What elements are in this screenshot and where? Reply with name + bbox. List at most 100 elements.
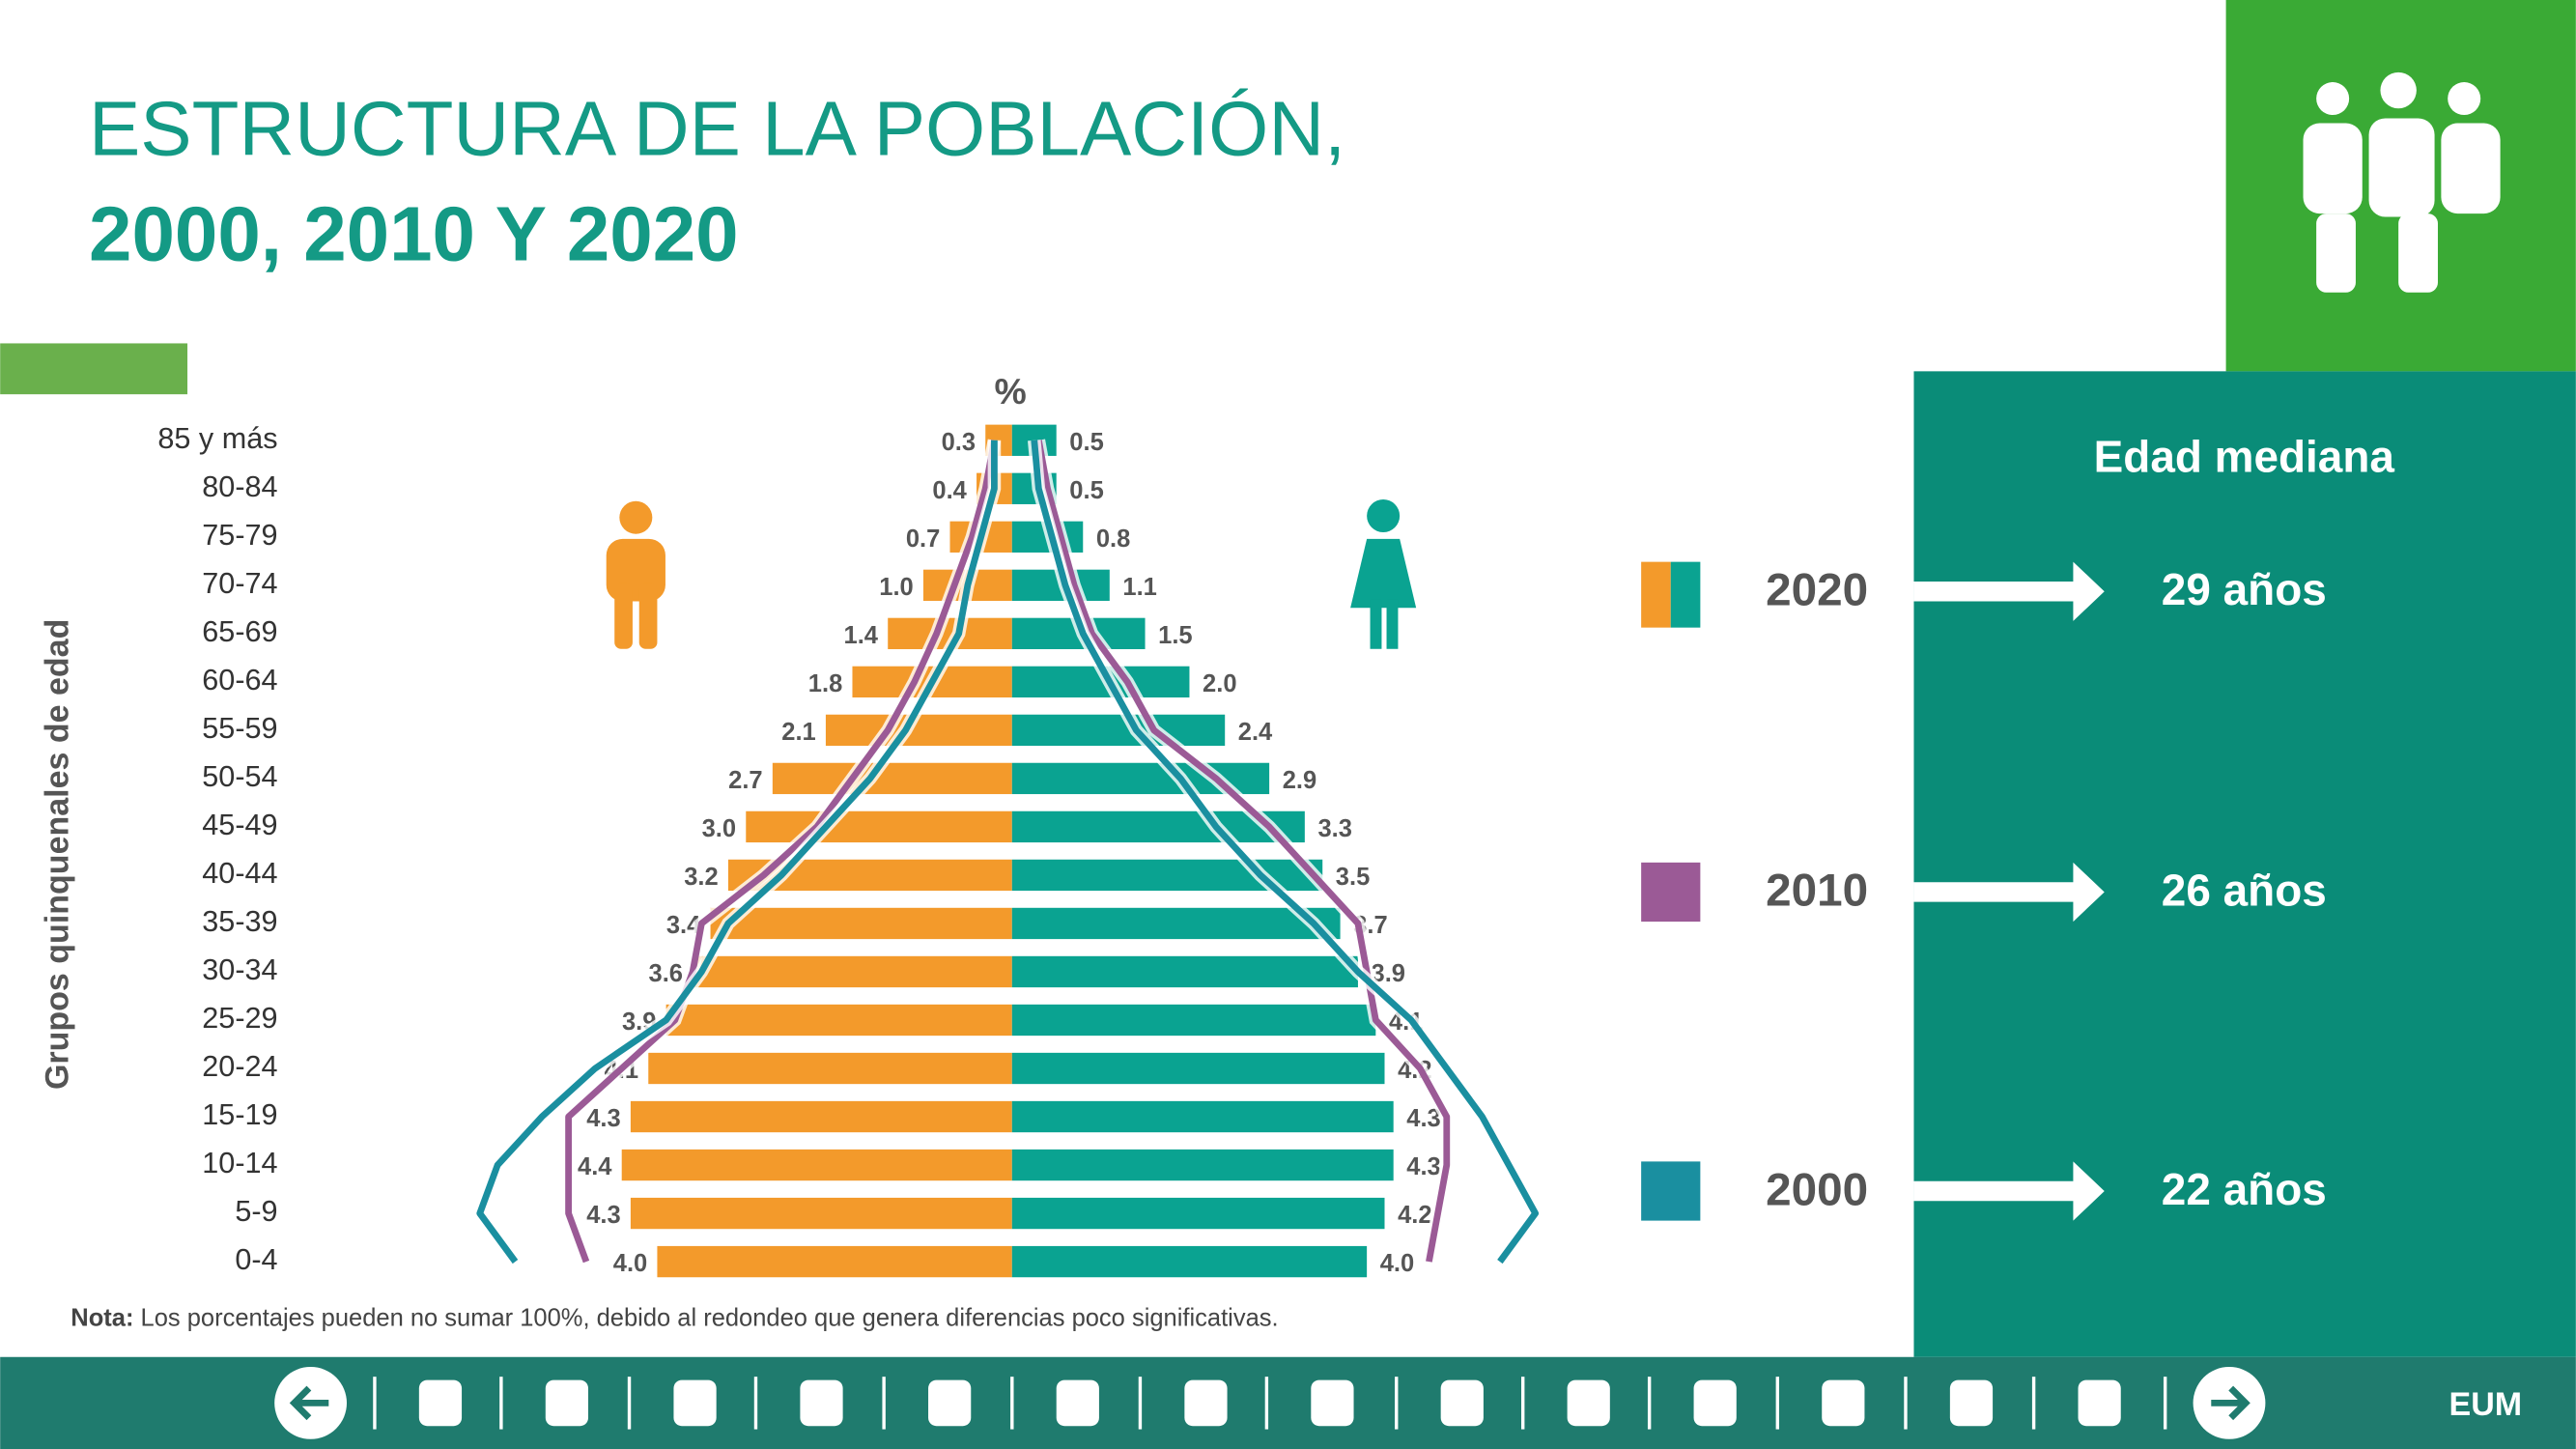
category-label: 80-84 bbox=[202, 470, 277, 503]
value-label-women: 2.4 bbox=[1238, 719, 1273, 746]
bar-men bbox=[630, 1100, 1012, 1133]
value-label-men: 1.4 bbox=[844, 622, 879, 649]
nav-icon[interactable] bbox=[418, 1379, 463, 1427]
bar-women bbox=[1011, 1052, 1385, 1085]
category-label: 40-44 bbox=[202, 857, 277, 890]
category-label: 0-4 bbox=[235, 1243, 277, 1276]
category-label: 20-24 bbox=[202, 1050, 277, 1083]
median-value: 29 años bbox=[2162, 564, 2327, 614]
category-label: 60-64 bbox=[202, 664, 277, 696]
bar-women bbox=[1011, 1100, 1394, 1133]
median-value: 26 años bbox=[2162, 865, 2327, 915]
category-label: 45-49 bbox=[202, 809, 277, 841]
bar-men bbox=[657, 1245, 1012, 1278]
category-label: 55-59 bbox=[202, 712, 277, 745]
bar-men bbox=[710, 907, 1012, 940]
nav-icon[interactable] bbox=[1311, 1379, 1354, 1427]
unit-label: % bbox=[994, 371, 1026, 412]
value-label-women: 0.5 bbox=[1069, 429, 1103, 456]
footer-nav: EUM bbox=[274, 1366, 2522, 1439]
nav-icon[interactable] bbox=[1056, 1379, 1099, 1427]
nav-icon[interactable] bbox=[1184, 1379, 1228, 1427]
category-label: 35-39 bbox=[202, 905, 277, 938]
bar-women bbox=[1011, 1245, 1368, 1278]
legend-label: 2020 bbox=[1766, 565, 1868, 616]
arrow bbox=[1913, 561, 2105, 621]
value-label-men: 0.3 bbox=[942, 429, 976, 456]
line-men bbox=[476, 440, 998, 1264]
bar-men bbox=[825, 714, 1012, 747]
value-label-women: 4.0 bbox=[1380, 1250, 1414, 1277]
bar-women bbox=[1011, 1197, 1385, 1230]
value-label-men: 2.1 bbox=[781, 719, 815, 746]
footer-bar bbox=[0, 1356, 2576, 1449]
bar-women bbox=[1011, 1149, 1394, 1181]
bar-women bbox=[1011, 907, 1341, 940]
value-label-men: 4.3 bbox=[586, 1105, 620, 1132]
value-label-men: 0.4 bbox=[932, 477, 967, 504]
people-icon bbox=[2303, 71, 2501, 293]
value-label-women: 0.5 bbox=[1069, 477, 1103, 504]
category-label: 70-74 bbox=[202, 567, 277, 600]
note-label: Nota: bbox=[71, 1304, 133, 1331]
man-icon bbox=[606, 500, 665, 649]
title-line2: 2000, 2010 Y 2020 bbox=[89, 190, 739, 276]
nav-forward-arrow bbox=[2211, 1385, 2250, 1421]
value-label-men: 4.0 bbox=[613, 1250, 647, 1277]
category-label: 10-14 bbox=[202, 1147, 277, 1179]
value-label-men: 3.6 bbox=[649, 960, 683, 987]
value-label-women: 4.3 bbox=[1406, 1105, 1440, 1132]
bar-men bbox=[648, 1052, 1012, 1085]
nav-icon[interactable] bbox=[928, 1379, 972, 1427]
nav-icon[interactable] bbox=[1567, 1379, 1610, 1427]
category-label: 50-54 bbox=[202, 760, 277, 793]
legend-label: 2000 bbox=[1766, 1164, 1868, 1215]
bar-women bbox=[1011, 1004, 1376, 1037]
nav-icon[interactable] bbox=[1693, 1379, 1737, 1427]
value-label-men: 3.2 bbox=[684, 864, 718, 891]
accent-bar bbox=[0, 343, 188, 395]
y-axis-label: Grupos quinquenales de edad bbox=[39, 619, 75, 1090]
legend-swatch bbox=[1641, 862, 1701, 923]
value-label-men: 2.7 bbox=[728, 767, 762, 794]
median-title: Edad mediana bbox=[2094, 431, 2395, 481]
note-text: Los porcentajes pueden no sumar 100%, de… bbox=[133, 1304, 1278, 1331]
value-label-men: 4.4 bbox=[578, 1153, 612, 1180]
median-value: 22 años bbox=[2162, 1164, 2327, 1214]
title-line1: ESTRUCTURA DE LA POBLACIÓN, bbox=[89, 86, 1345, 172]
category-label: 65-69 bbox=[202, 615, 277, 648]
line-men bbox=[565, 440, 998, 1264]
value-label-men: 1.8 bbox=[808, 670, 842, 697]
bar-men bbox=[665, 1004, 1012, 1037]
legend-label: 2010 bbox=[1766, 866, 1868, 917]
bar-women bbox=[1011, 955, 1358, 988]
value-label-women: 3.5 bbox=[1336, 864, 1370, 891]
value-label-men: 1.0 bbox=[879, 574, 913, 601]
value-label-women: 1.1 bbox=[1122, 574, 1156, 601]
value-label-women: 4.2 bbox=[1398, 1202, 1431, 1229]
value-label-women: 3.3 bbox=[1317, 815, 1351, 842]
value-label-women: 2.0 bbox=[1203, 670, 1236, 697]
nav-icon[interactable] bbox=[2078, 1379, 2121, 1427]
value-label-men: 3.0 bbox=[702, 815, 736, 842]
nav-icon[interactable] bbox=[1822, 1379, 1865, 1427]
legend-swatch bbox=[1641, 1161, 1701, 1221]
category-label: 5-9 bbox=[235, 1195, 277, 1228]
bar-men bbox=[772, 762, 1012, 795]
arrow bbox=[1913, 1161, 2105, 1221]
woman-icon bbox=[1350, 499, 1417, 649]
nav-icon[interactable] bbox=[1949, 1379, 1994, 1427]
bar-men bbox=[621, 1149, 1012, 1181]
category-label: 75-79 bbox=[202, 519, 277, 552]
legend-swatch bbox=[1670, 561, 1701, 628]
bar-men bbox=[630, 1197, 1012, 1230]
nav-icon[interactable] bbox=[545, 1379, 589, 1427]
nav-icon[interactable] bbox=[800, 1379, 843, 1427]
category-label: 15-19 bbox=[202, 1098, 277, 1131]
category-label: 85 y más bbox=[157, 422, 277, 455]
nav-icon[interactable] bbox=[1440, 1379, 1484, 1427]
nav-icon[interactable] bbox=[673, 1379, 717, 1427]
value-label-women: 0.8 bbox=[1096, 526, 1130, 553]
bar-women bbox=[1011, 714, 1226, 747]
